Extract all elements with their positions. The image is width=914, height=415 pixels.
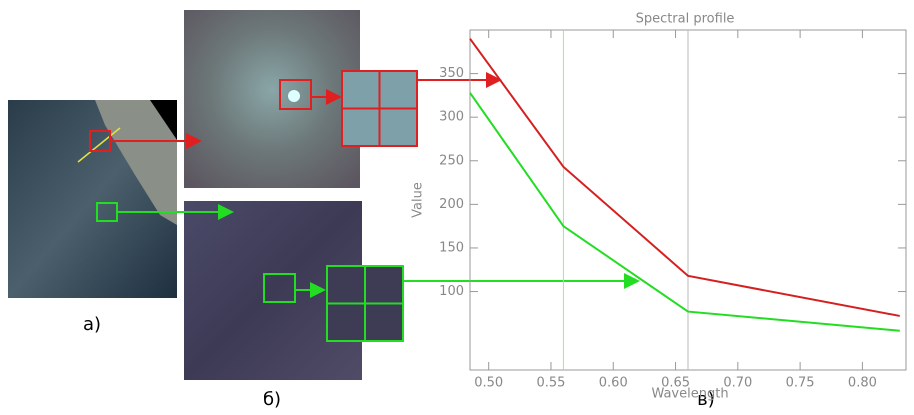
y-tick-label: 150: [439, 240, 464, 255]
chart-title: Spectral profile: [636, 12, 735, 27]
y-tick-label: 350: [439, 66, 464, 81]
y-tick-label: 250: [439, 153, 464, 168]
x-tick-label: 0.65: [661, 376, 690, 391]
x-tick-label: 0.60: [599, 376, 628, 391]
x-tick-label: 0.55: [536, 376, 565, 391]
images: [8, 10, 417, 380]
series-line: [470, 39, 900, 316]
x-tick-label: 0.70: [723, 376, 752, 391]
x-tick-label: 0.50: [474, 376, 503, 391]
y-axis-label: Value: [411, 182, 426, 218]
bright-spot: [288, 90, 300, 102]
y-tick-label: 100: [439, 284, 464, 299]
panel-label: б): [263, 389, 281, 410]
x-tick-label: 0.75: [786, 376, 815, 391]
figure: а) б) в) Spectral profile Wavelength Val…: [0, 0, 914, 411]
panel-label: а): [83, 314, 101, 335]
x-tick-label: 0.80: [848, 376, 877, 391]
zoom-image-top: [184, 10, 360, 188]
y-tick-label: 300: [439, 110, 464, 125]
y-tick-label: 200: [439, 197, 464, 212]
